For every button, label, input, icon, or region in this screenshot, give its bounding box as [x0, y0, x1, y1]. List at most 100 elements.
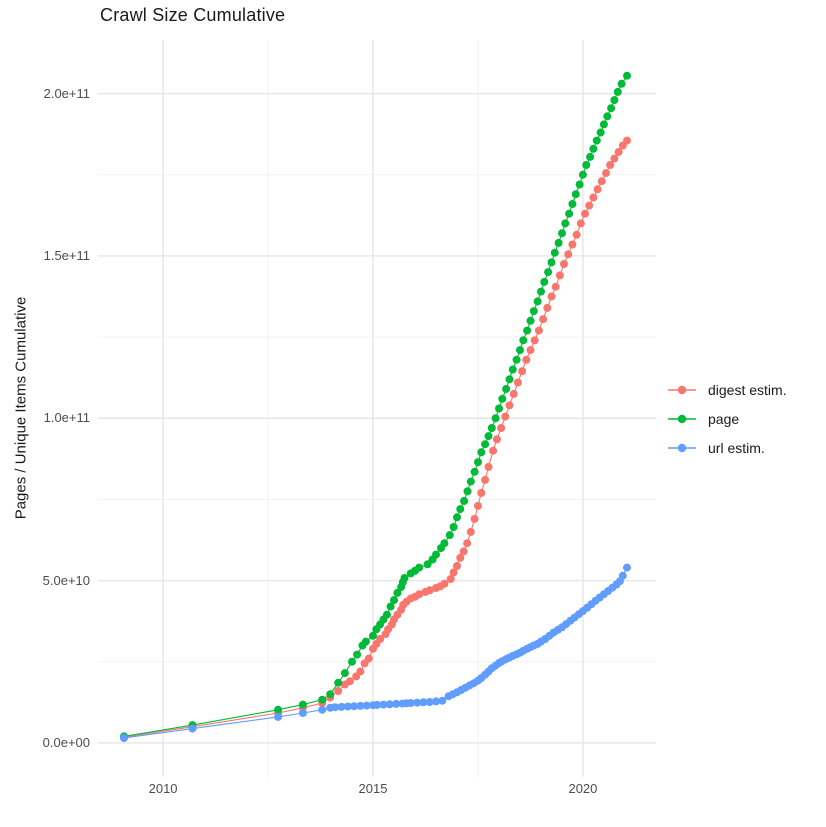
data-point-page [463, 487, 472, 496]
data-point-digest-estim- [425, 586, 434, 595]
data-point-page [505, 375, 514, 384]
y-tick-label: 0.0e+00 [42, 734, 90, 750]
data-point-digest-estim- [497, 424, 506, 432]
data-point-page [575, 180, 584, 189]
data-point-page [599, 120, 608, 129]
data-point-page [348, 657, 356, 666]
data-point-page [466, 477, 475, 486]
x-tick-label: 2020 [568, 781, 598, 796]
y-axis-title: Pages / Unique Items Cumulative [12, 296, 30, 520]
data-point-page [537, 287, 545, 296]
plot-panel [98, 40, 656, 777]
data-point-url-estim- [298, 709, 307, 717]
data-point-digest-estim- [481, 475, 490, 484]
data-point-digest-estim- [449, 568, 458, 577]
data-point-page [623, 71, 631, 80]
data-point-page [589, 144, 598, 153]
data-point-url-estim- [337, 702, 346, 711]
data-point-page [491, 414, 500, 423]
data-point-digest-estim- [551, 282, 560, 291]
data-point-page [603, 112, 612, 121]
data-point-url-estim- [274, 712, 283, 721]
data-point-digest-estim- [597, 177, 606, 186]
plot-area-svg [98, 40, 656, 777]
data-point-url-estim- [438, 696, 447, 705]
data-point-url-estim- [432, 697, 440, 706]
data-point-page [613, 87, 622, 96]
data-point-page [456, 505, 465, 514]
data-point-digest-estim- [364, 654, 373, 663]
data-point-digest-estim- [534, 326, 543, 335]
legend: digest estim. page url estim. [667, 381, 787, 468]
data-point-page [550, 248, 559, 257]
data-point-page [554, 238, 563, 247]
data-point-page [586, 152, 595, 161]
data-point-page [529, 307, 538, 316]
data-point-page [369, 631, 377, 640]
data-point-url-estim- [425, 698, 434, 706]
data-point-digest-estim- [505, 401, 514, 410]
data-point-digest-estim- [345, 677, 354, 686]
data-point-url-estim- [379, 700, 388, 709]
data-point-page [432, 550, 440, 559]
data-point-digest-estim- [456, 553, 465, 562]
data-point-digest-estim- [606, 161, 615, 169]
data-point-digest-estim- [572, 230, 581, 239]
data-point-page [540, 277, 549, 286]
data-point-digest-estim- [602, 169, 610, 178]
legend-key-icon [668, 443, 696, 453]
data-point-page [445, 531, 454, 540]
data-point-digest-estim- [522, 355, 531, 364]
data-point-page [334, 678, 343, 687]
data-point-digest-estim- [453, 562, 461, 570]
data-point-page [460, 497, 469, 505]
data-point-page [526, 316, 535, 325]
data-point-page [298, 700, 307, 709]
chart-title: Crawl Size Cumulative [100, 5, 286, 25]
data-point-page [423, 560, 432, 569]
data-point-digest-estim- [415, 590, 424, 599]
data-point-digest-estim- [530, 336, 539, 345]
data-point-url-estim- [318, 705, 327, 714]
y-tick-label: 1.0e+11 [43, 410, 90, 426]
data-point-page [617, 79, 626, 88]
data-point-url-estim- [413, 698, 422, 707]
data-point-url-estim- [385, 700, 394, 709]
data-point-page [481, 440, 490, 449]
data-point-digest-estim- [593, 185, 602, 194]
data-point-digest-estim- [509, 389, 518, 398]
legend-key-icon [668, 414, 696, 424]
data-point-page [578, 170, 587, 179]
data-point-page [326, 690, 335, 699]
data-point-url-estim- [406, 699, 415, 707]
data-point-digest-estim- [466, 527, 475, 536]
data-point-url-estim- [419, 698, 428, 707]
data-point-page [610, 96, 619, 105]
data-point-page [477, 448, 486, 457]
data-point-url-estim- [618, 571, 627, 580]
data-point-digest-estim- [585, 201, 594, 210]
data-point-page [508, 365, 517, 374]
legend-item-page: page [667, 410, 787, 428]
data-point-digest-estim- [459, 547, 468, 556]
data-point-digest-estim- [334, 687, 343, 695]
data-point-url-estim- [373, 700, 382, 709]
data-point-digest-estim- [614, 148, 623, 156]
data-point-digest-estim- [589, 193, 598, 202]
data-point-digest-estim- [492, 435, 501, 444]
legend-label: page [708, 411, 740, 427]
data-point-digest-estim- [484, 462, 493, 471]
data-point-page [495, 404, 503, 413]
data-point-page [592, 136, 601, 145]
data-point-page [470, 467, 479, 476]
legend-item-url-estim-: url estim. [667, 439, 787, 457]
data-point-page [561, 219, 570, 228]
data-point-page [502, 385, 511, 393]
data-point-page [340, 669, 349, 678]
data-point-digest-estim- [501, 412, 510, 421]
data-point-page [533, 297, 542, 306]
data-point-page [558, 229, 566, 238]
data-point-page [596, 128, 605, 137]
data-point-page [512, 355, 521, 364]
legend-label: digest estim. [708, 382, 787, 398]
